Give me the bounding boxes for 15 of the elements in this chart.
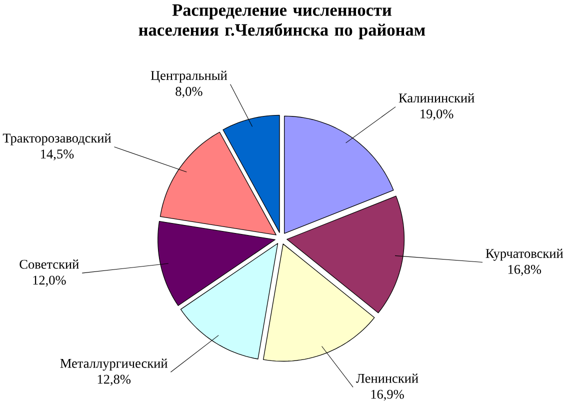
data-label: 19,0% xyxy=(420,109,454,120)
data-label: 8,0% xyxy=(176,86,202,98)
slice-label: Ленинский xyxy=(356,373,418,383)
data-label: 16,8% xyxy=(508,264,542,276)
slice-label: Калининский xyxy=(398,93,474,102)
data-label: 12,8% xyxy=(98,374,131,386)
slice-label: Советский xyxy=(20,259,79,269)
chart-title: Распределение численности населения г.Челябинска по районам xyxy=(138,4,426,40)
slice-label: Центральный xyxy=(150,70,228,83)
slice-label: Тракторозаводский xyxy=(2,133,112,146)
slice-label: Металлургический xyxy=(60,358,168,370)
data-label: 12,0% xyxy=(33,276,66,286)
slice-label: Курчатовский xyxy=(486,248,564,261)
data-label: 14,5% xyxy=(41,149,74,160)
data-label: 16,9% xyxy=(371,390,404,401)
